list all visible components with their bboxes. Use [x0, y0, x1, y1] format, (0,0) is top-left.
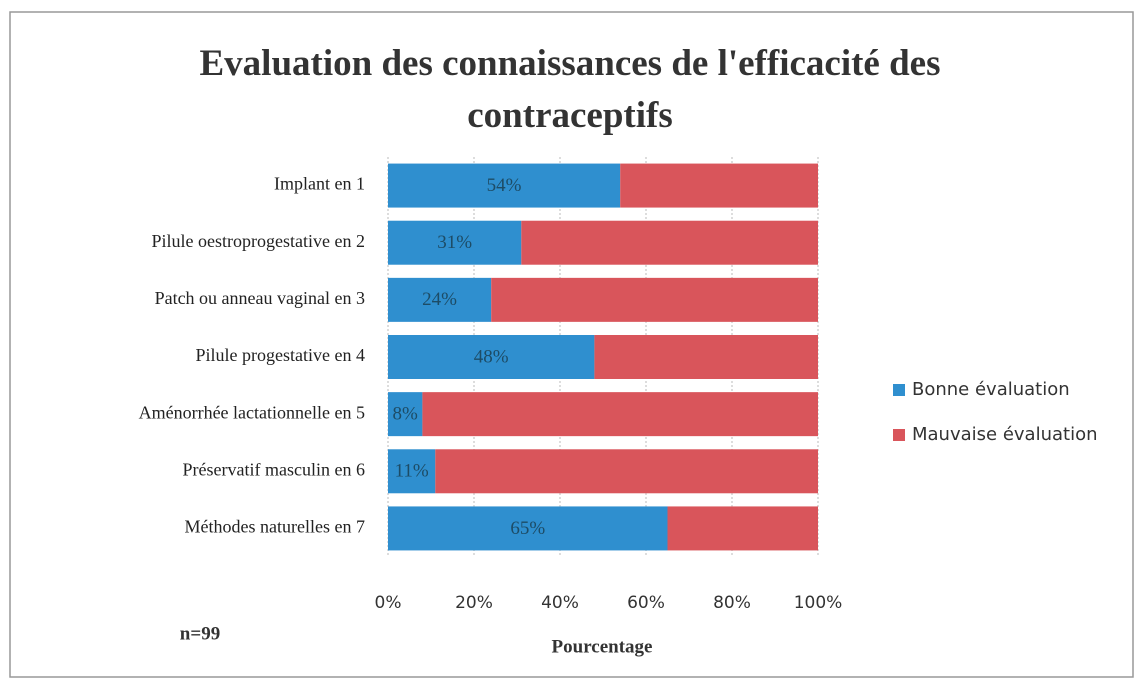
bar-segment [594, 335, 818, 379]
x-tick-label: 0% [375, 593, 402, 613]
legend-swatch [893, 384, 905, 396]
bar-segment [435, 449, 818, 494]
y-tick-label: Préservatif masculin en 6 [183, 459, 365, 479]
data-label: 24% [422, 289, 457, 310]
data-label: 48% [474, 346, 509, 367]
bar-segment [388, 220, 522, 265]
bar-segment [521, 220, 818, 265]
x-tick-label: 60% [627, 593, 665, 613]
y-tick-label: Implant en 1 [274, 174, 365, 194]
bar-segment [388, 335, 595, 379]
legend-swatch [893, 429, 905, 441]
legend-label: Bonne évaluation [912, 379, 1070, 400]
bar-segment [422, 392, 818, 437]
y-tick-label: Pilule oestroprogestative en 2 [152, 231, 365, 251]
bar-segment [667, 506, 818, 551]
data-label: 54% [487, 175, 522, 196]
y-tick-label: Aménorrhée lactationnelle en 5 [139, 402, 365, 422]
annotation: n=99 [180, 623, 220, 644]
legend-label: Mauvaise évaluation [912, 424, 1098, 445]
bar-segment [620, 163, 818, 208]
x-tick-label: 100% [794, 593, 843, 613]
bar-segment [388, 392, 423, 437]
data-label: 8% [393, 404, 419, 425]
x-tick-label: 80% [713, 593, 751, 613]
data-label: 31% [437, 232, 472, 253]
x-axis-label: Pourcentage [552, 636, 653, 657]
data-label: 65% [510, 518, 545, 539]
x-tick-label: 20% [455, 593, 493, 613]
bar-segment [388, 506, 668, 551]
x-tick-label: 40% [541, 593, 579, 613]
y-tick-label: Méthodes naturelles en 7 [185, 517, 365, 537]
bar-segment [388, 277, 492, 322]
bar-segment [388, 449, 436, 494]
y-tick-label: Patch ou anneau vaginal en 3 [155, 288, 365, 308]
bar-segment [388, 163, 621, 208]
bar-segment [491, 277, 818, 322]
chart-title: Evaluation des connaissances de l'effica… [199, 43, 941, 136]
frame [9, 11, 1134, 678]
y-tick-label: Pilule progestative en 4 [196, 345, 365, 365]
data-label: 11% [395, 461, 429, 482]
